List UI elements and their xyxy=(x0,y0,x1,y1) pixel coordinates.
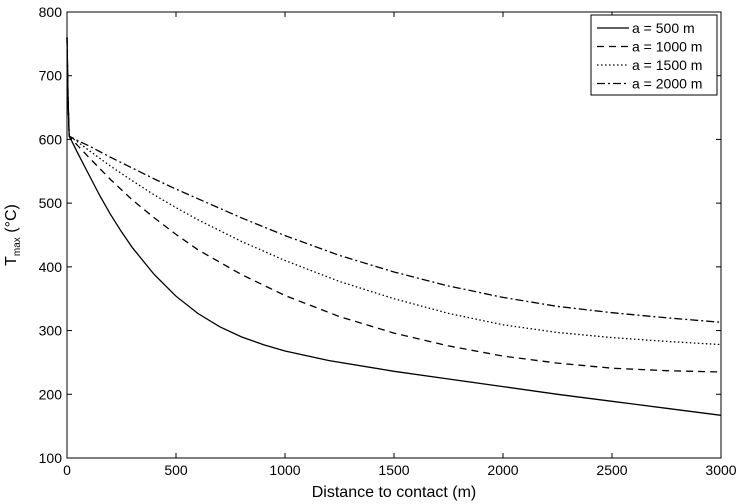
y-tick-label: 600 xyxy=(39,131,63,147)
y-tick-label: 800 xyxy=(39,4,63,20)
series-line-3 xyxy=(66,37,722,346)
y-tick-label: 100 xyxy=(39,450,63,466)
series-line-4 xyxy=(66,37,722,323)
axis-ticks: 0 500 1000 1500 2000 2500 3000 100 200 300 400 500 6… xyxy=(39,4,737,478)
series-line-2 xyxy=(66,37,722,373)
legend-label-4: a = 2000 m xyxy=(632,76,702,92)
legend-label-3: a = 1500 m xyxy=(632,57,702,73)
y-axis-label-main: T xyxy=(3,256,20,266)
x-tick-label: 3000 xyxy=(705,462,736,478)
legend-label-1: a = 500 m xyxy=(632,20,695,36)
series-line-1 xyxy=(66,37,722,416)
y-tick-label: 700 xyxy=(39,68,63,84)
y-axis-label-unit: (°C) xyxy=(3,204,20,237)
y-tick-label: 500 xyxy=(39,195,63,211)
y-axis-label-subscript: max xyxy=(12,237,23,256)
series-layer xyxy=(66,37,722,416)
x-tick-label: 0 xyxy=(63,462,71,478)
x-tick-label: 1000 xyxy=(269,462,300,478)
y-tick-label: 300 xyxy=(39,323,63,339)
legend-label-2: a = 1000 m xyxy=(632,39,702,55)
x-tick-label: 1500 xyxy=(378,462,409,478)
y-axis-label: Tmax (°C) xyxy=(3,204,23,266)
x-axis-label: Distance to contact (m) xyxy=(312,484,477,501)
y-tick-label: 400 xyxy=(39,259,63,275)
legend: a = 500 m a = 1000 m a = 1500 m a = 2000 m xyxy=(590,14,718,96)
x-tick-label: 2500 xyxy=(596,462,627,478)
x-tick-label: 500 xyxy=(164,462,188,478)
x-tick-label: 2000 xyxy=(487,462,518,478)
y-tick-label: 200 xyxy=(39,386,63,402)
